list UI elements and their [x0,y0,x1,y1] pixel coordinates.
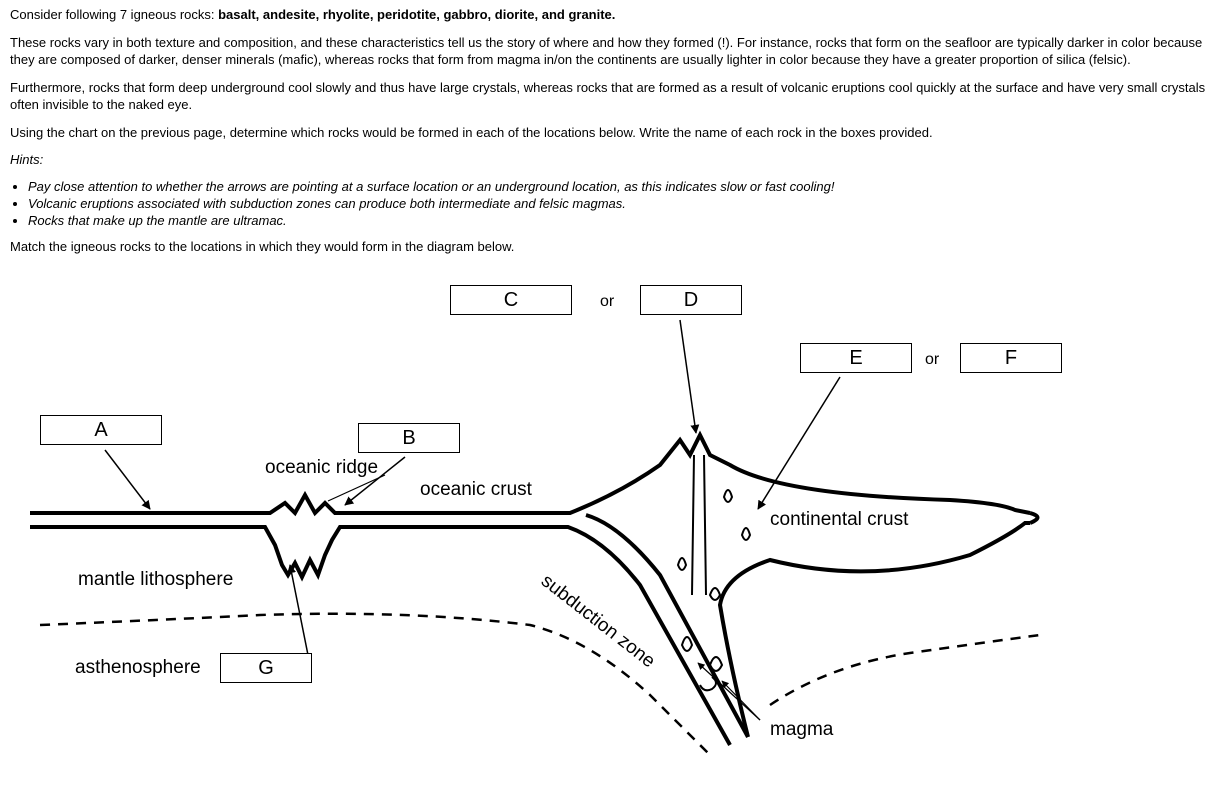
intro-p4: Using the chart on the previous page, de… [10,124,1206,142]
continent-endcap [1030,513,1038,523]
answer-box-B[interactable]: B [358,423,460,453]
intro-lead: Consider following 7 igneous rocks: [10,7,218,22]
label-oceanic-crust: oceanic crust [420,479,533,500]
hints-label: Hints: [10,151,1206,169]
answer-box-E[interactable]: E [800,343,912,373]
label-magma: magma [770,719,834,740]
answer-box-D[interactable]: D [640,285,742,315]
intro-p5: Match the igneous rocks to the locations… [10,238,1206,256]
intro-rocks: basalt, andesite, rhyolite, peridotite, … [218,7,615,22]
arrow-A [105,450,150,509]
hints-list: Pay close attention to whether the arrow… [10,179,1206,228]
arrow-EF [758,377,840,509]
volcano-conduit [692,455,706,595]
intro-p3: Furthermore, rocks that form deep underg… [10,79,1206,114]
arrow-CD [680,320,696,433]
geology-diagram: A B C D E F G or or [10,265,1070,765]
crust-top-line [30,435,1030,513]
intro-p2: These rocks vary in both texture and com… [10,34,1206,69]
hint-item: Volcanic eruptions associated with subdu… [28,196,1206,211]
continent-base [720,523,1030,737]
answer-box-C[interactable]: C [450,285,572,315]
or-label-cd: or [600,293,614,311]
diagram-svg: oceanic ridge oceanic crust continental … [10,265,1070,765]
label-asthenosphere: asthenosphere [75,657,201,678]
leader-oceanic-ridge [328,475,385,501]
answer-box-F[interactable]: F [960,343,1062,373]
label-oceanic-ridge: oceanic ridge [265,457,378,478]
intro-line: Consider following 7 igneous rocks: basa… [10,6,1206,24]
magma-blobs [678,490,750,690]
label-continental-crust: continental crust [770,509,909,530]
label-mantle-lithosphere: mantle lithosphere [78,569,233,590]
hint-item: Rocks that make up the mantle are ultram… [28,213,1206,228]
lab-boundary-right [770,635,1040,705]
answer-box-A[interactable]: A [40,415,162,445]
hint-item: Pay close attention to whether the arrow… [28,179,1206,194]
or-label-ef: or [925,351,939,369]
answer-box-G[interactable]: G [220,653,312,683]
leader-magma-2 [698,663,760,720]
